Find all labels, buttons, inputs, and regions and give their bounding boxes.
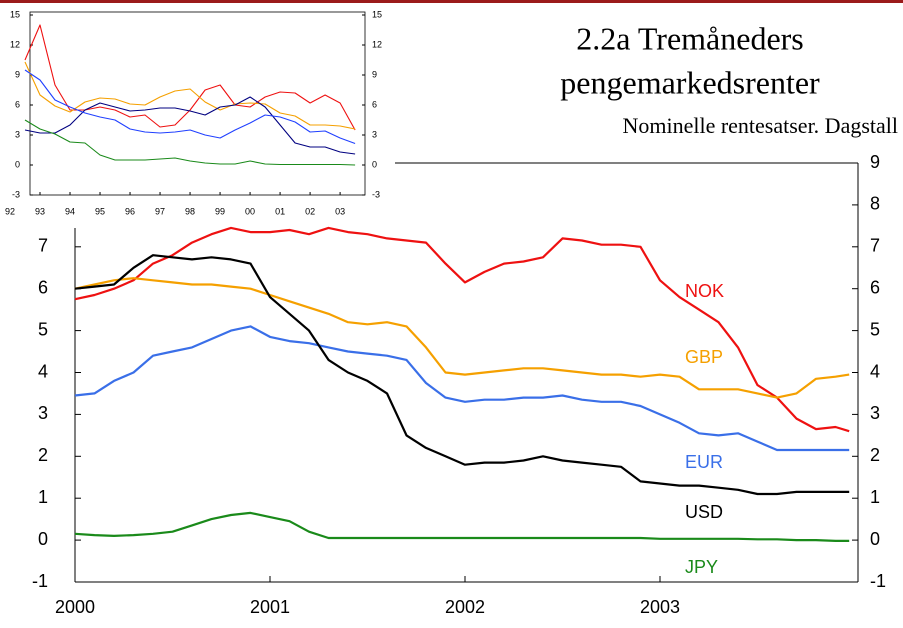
series-line xyxy=(74,254,850,496)
series-line xyxy=(74,226,850,433)
y-tick-label: 15 xyxy=(10,9,20,19)
x-tick-label: 93 xyxy=(35,206,45,216)
y2-tick-label: 8 xyxy=(870,194,880,214)
x-tick-label: 03 xyxy=(335,206,345,216)
x-tick-label: 01 xyxy=(275,206,285,216)
series-line xyxy=(24,119,356,166)
x-tick-label: 92 xyxy=(5,206,15,216)
y2-tick-label: -1 xyxy=(870,571,886,591)
y-tick-label: 7 xyxy=(38,236,48,256)
chart-title: 2.2a Tremåneders xyxy=(576,20,804,56)
y2-tick-label: 6 xyxy=(372,99,377,109)
y2-tick-label: 4 xyxy=(870,361,880,381)
y-tick-label: -1 xyxy=(32,571,48,591)
series-line xyxy=(24,24,356,131)
y-tick-label: 6 xyxy=(38,277,48,297)
series-line xyxy=(24,69,356,145)
series-line xyxy=(74,325,850,452)
series-line xyxy=(24,61,356,130)
x-tick-label: 99 xyxy=(215,206,225,216)
y-tick-label: 0 xyxy=(15,159,20,169)
y-tick-label: 0 xyxy=(38,529,48,549)
series-label: NOK xyxy=(685,281,724,301)
x-tick-label: 00 xyxy=(245,206,255,216)
y2-tick-label: 12 xyxy=(372,39,382,49)
y-tick-label: -3 xyxy=(12,189,20,199)
x-tick-label: 2001 xyxy=(250,597,290,617)
x-tick-label: 98 xyxy=(185,206,195,216)
x-tick-label: 96 xyxy=(125,206,135,216)
x-tick-label: 95 xyxy=(95,206,105,216)
series-label: USD xyxy=(685,502,723,522)
y-tick-label: 9 xyxy=(15,69,20,79)
y-tick-label: 6 xyxy=(15,99,20,109)
y2-tick-label: 9 xyxy=(372,69,377,79)
main-frame xyxy=(74,162,859,583)
y2-tick-label: 6 xyxy=(870,277,880,297)
x-tick-label: 97 xyxy=(155,206,165,216)
y2-tick-label: 3 xyxy=(372,129,377,139)
y-tick-label: 2 xyxy=(38,445,48,465)
series-label: JPY xyxy=(685,557,718,577)
x-tick-label: 2003 xyxy=(640,597,680,617)
x-tick-label: 94 xyxy=(65,206,75,216)
series-line xyxy=(74,511,850,542)
x-tick-label: 2000 xyxy=(55,597,95,617)
top-bar xyxy=(0,0,903,3)
inset-frame xyxy=(29,11,366,196)
y-tick-label: 4 xyxy=(38,361,48,381)
y2-tick-label: 7 xyxy=(870,236,880,256)
x-tick-label: 2002 xyxy=(445,597,485,617)
y2-tick-label: 15 xyxy=(372,9,382,19)
y2-tick-label: 1 xyxy=(870,487,880,507)
y2-tick-label: 2 xyxy=(870,445,880,465)
y2-tick-label: 9 xyxy=(870,152,880,172)
y2-tick-label: 5 xyxy=(870,319,880,339)
series-line xyxy=(74,277,850,399)
y-tick-label: 1 xyxy=(38,487,48,507)
y-tick-label: 3 xyxy=(15,129,20,139)
y-tick-label: 5 xyxy=(38,319,48,339)
series-line xyxy=(24,96,356,155)
y2-tick-label: 3 xyxy=(870,403,880,423)
chart-subtitle: Nominelle rentesatser. Dagstall xyxy=(622,113,898,138)
y-tick-label: 3 xyxy=(38,403,48,423)
chart-title: pengemarkedsrenter xyxy=(560,64,820,100)
y-tick-label: 12 xyxy=(10,39,20,49)
y2-tick-label: 0 xyxy=(372,159,377,169)
series-label: GBP xyxy=(685,347,723,367)
y2-tick-label: 0 xyxy=(870,529,880,549)
x-tick-label: 02 xyxy=(305,206,315,216)
series-label: EUR xyxy=(685,452,723,472)
y2-tick-label: -3 xyxy=(372,189,380,199)
